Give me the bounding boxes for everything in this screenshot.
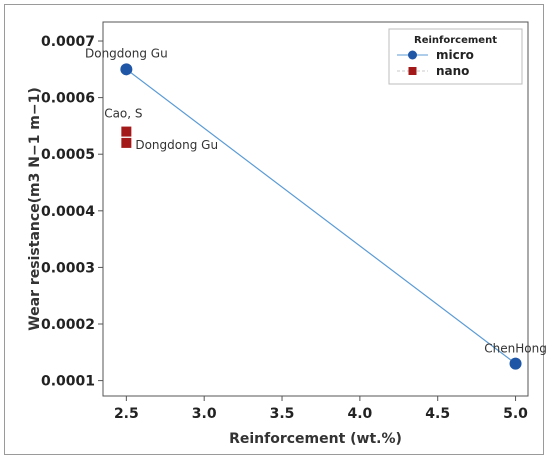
- x-tick-label: 3.5: [270, 406, 295, 422]
- data-label: Dongdong Gu: [85, 46, 168, 60]
- data-point-micro: [120, 63, 133, 76]
- legend-item-nano: nano: [436, 64, 469, 78]
- x-tick-label: 4.0: [347, 406, 372, 422]
- x-tick-label: 3.0: [192, 406, 217, 422]
- y-tick-label: 0.0006: [41, 91, 95, 107]
- x-tick-label: 4.5: [425, 406, 450, 422]
- x-tick-label: 5.0: [503, 406, 528, 422]
- legend-marker-nano: [408, 67, 417, 75]
- y-tick-label: 0.0004: [41, 204, 95, 220]
- data-label: Dongdong Gu: [135, 138, 218, 152]
- data-label: Cao, S: [104, 107, 142, 121]
- legend: Reinforcement micro nano: [388, 28, 523, 85]
- data-label: ChenHong: [484, 342, 547, 356]
- legend-marker-micro: [408, 50, 417, 60]
- legend-title: Reinforcement: [414, 35, 497, 46]
- x-tick-label: 2.5: [114, 406, 139, 422]
- x-axis-title: Reinforcement (wt.%): [229, 431, 402, 447]
- series-line-micro: [125, 68, 516, 365]
- y-tick-label: 0.0002: [41, 317, 95, 333]
- y-tick-label: 0.0003: [41, 260, 95, 276]
- y-tick-label: 0.0007: [41, 34, 95, 50]
- data-point-micro: [509, 357, 522, 370]
- y-axis-title: Wear resistance(m3 N−1 m−1): [27, 87, 43, 331]
- series-layer: Dongdong Gu ChenHong Cao, S Dongdong Gu: [85, 46, 547, 370]
- y-tick-label: 0.0001: [41, 374, 95, 390]
- axes: 2.5 3.0 3.5 4.0 4.5 5.0 0.0001 0.0002 0.0003 0.00…: [41, 34, 528, 422]
- y-tick-label: 0.0005: [41, 147, 95, 163]
- data-point-nano: [121, 137, 132, 148]
- legend-item-micro: micro: [436, 48, 474, 62]
- data-point-nano: [121, 126, 132, 137]
